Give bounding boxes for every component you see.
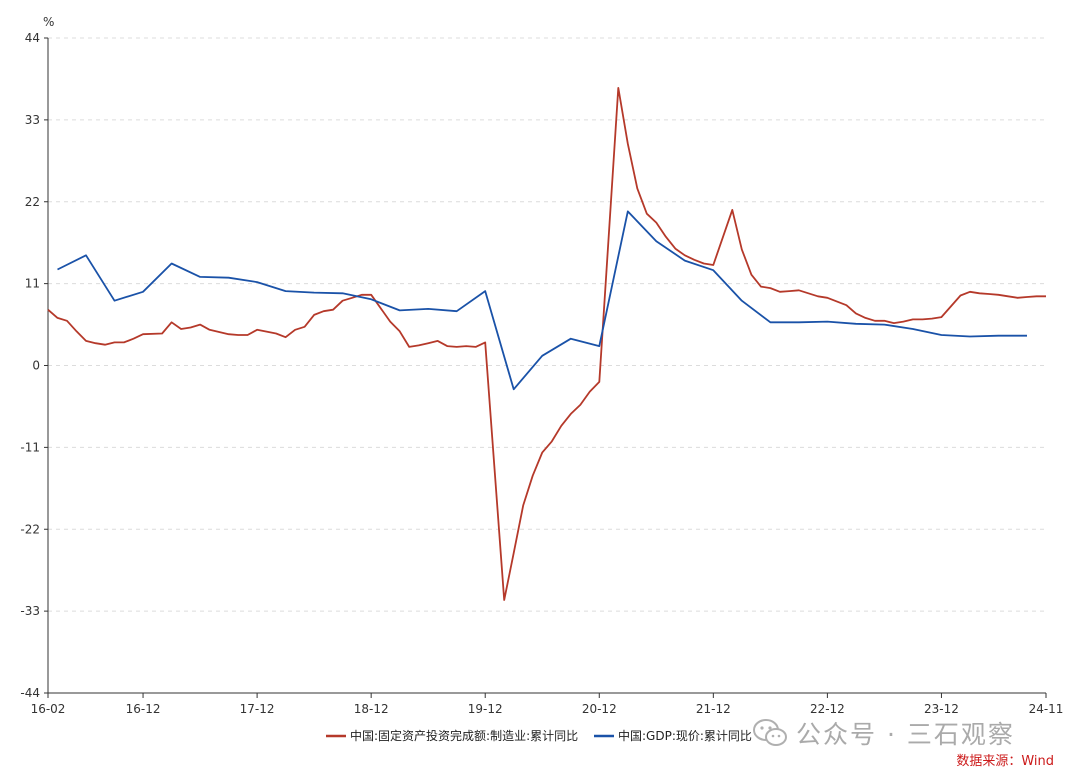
- source-note: 数据来源：Wind: [956, 754, 1054, 769]
- wechat-icon: [753, 719, 787, 746]
- y-tick-label: -44: [20, 686, 40, 700]
- y-tick-label: -22: [20, 522, 40, 536]
- x-tick-label: 18-12: [354, 702, 389, 716]
- x-tick-label: 16-12: [126, 702, 161, 716]
- x-tick-label: 16-02: [31, 702, 66, 716]
- x-tick-label: 19-12: [468, 702, 503, 716]
- y-tick-label: 0: [32, 359, 40, 373]
- y-tick-label: 44: [25, 31, 40, 45]
- series-lines: [47, 87, 1046, 601]
- y-tick-label: 11: [25, 277, 40, 291]
- legend-label-2: 中国:GDP:现价:累计同比: [618, 728, 752, 743]
- y-tick-label: -11: [20, 440, 40, 454]
- x-tick-label: 21-12: [696, 702, 731, 716]
- watermark-text: 公众号 · 三石观察: [796, 720, 1015, 749]
- y-axis-unit: %: [43, 15, 54, 29]
- x-tick-label: 17-12: [240, 702, 275, 716]
- x-tick-label: 20-12: [582, 702, 617, 716]
- x-tick-label: 22-12: [810, 702, 845, 716]
- y-axis-ticks: 44 33 22 11 0 -11 -22 -33 -44: [20, 31, 48, 700]
- x-tick-label: 23-12: [924, 702, 959, 716]
- series-line-2: [57, 210, 1027, 391]
- series-line-1: [47, 87, 1046, 601]
- y-tick-label: 33: [25, 113, 40, 127]
- x-tick-label: 24-11: [1029, 702, 1064, 716]
- y-tick-label: 22: [25, 195, 40, 209]
- y-tick-label: -33: [20, 604, 40, 618]
- legend: 中国:固定资产投资完成额:制造业:累计同比 中国:GDP:现价:累计同比: [326, 728, 752, 743]
- legend-label-1: 中国:固定资产投资完成额:制造业:累计同比: [350, 728, 578, 743]
- x-axis-ticks: 16-02 16-12 17-12 18-12 19-12 20-12 21-12 22-12…: [31, 693, 1064, 716]
- watermark: 公众号 · 三石观察: [752, 716, 1015, 750]
